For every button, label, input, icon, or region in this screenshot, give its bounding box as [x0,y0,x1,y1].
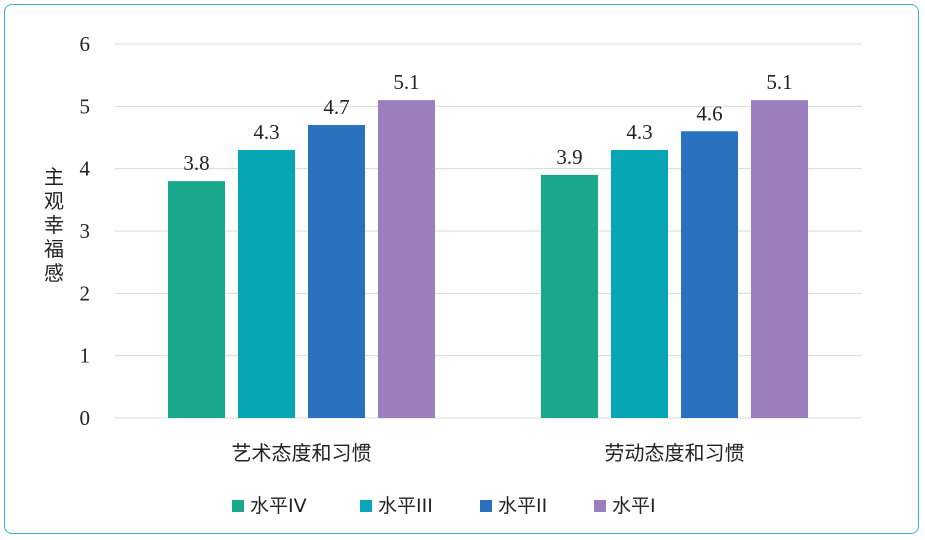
legend-label: 水平II [498,495,547,517]
y-tick-label: 5 [80,94,91,118]
bar [681,131,738,418]
legend-swatch [594,500,606,512]
bar [611,149,668,418]
bar [378,100,435,418]
x-axis-categories: 艺术态度和习惯 劳动态度和习惯 [232,441,745,465]
bar [308,125,365,419]
bar [541,174,598,418]
y-axis-title: 主观幸福感 [44,165,64,285]
data-label: 3.9 [556,145,582,169]
data-labels: 3.8 4.3 4.7 5.1 3.9 4.3 4.6 5.1 [183,70,792,175]
y-tick-label: 0 [80,406,91,430]
legend-label: 水平III [378,495,433,517]
bar [751,100,808,418]
legend-swatch [360,500,372,512]
y-tick-label: 6 [80,32,91,56]
data-label: 5.1 [766,70,792,94]
bar [168,181,225,418]
y-axis-ticks: 0 1 2 3 4 5 6 [80,32,91,430]
x-category-label: 劳动态度和习惯 [605,441,745,465]
gridlines [115,43,862,419]
y-tick-label: 3 [80,219,91,243]
y-tick-label: 4 [80,157,91,181]
data-label: 4.7 [323,95,349,119]
bar [238,149,295,418]
legend-label: 水平I [612,495,656,517]
data-label: 4.3 [626,120,652,144]
x-category-label: 艺术态度和习惯 [232,441,372,465]
data-label: 4.6 [696,101,722,125]
y-axis-label: 主观幸福感 [44,165,64,285]
legend: 水平IV 水平III 水平II 水平I [232,495,656,517]
y-tick-label: 2 [80,281,91,305]
legend-swatch [480,500,492,512]
data-label: 4.3 [253,120,279,144]
data-label: 5.1 [393,70,419,94]
legend-swatch [232,500,244,512]
legend-label: 水平IV [250,495,307,517]
bars [168,100,808,419]
data-label: 3.8 [183,151,209,175]
y-tick-label: 1 [80,344,91,368]
